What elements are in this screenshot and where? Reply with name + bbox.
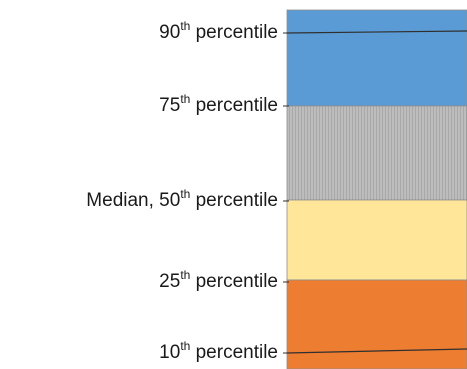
label-suffix: percentile <box>190 22 278 43</box>
marker-line-p90 <box>286 30 467 34</box>
label-p25: 25th percentile <box>159 267 278 293</box>
label-p50: Median, 50th percentile <box>86 186 278 212</box>
label-suffix: percentile <box>190 342 278 363</box>
band-upper <box>286 9 467 107</box>
label-suffix: percentile <box>190 190 278 211</box>
label-suffix: percentile <box>190 95 278 116</box>
band-lower-mid <box>286 199 467 281</box>
marker-line-p10 <box>286 348 467 354</box>
label-p75: 75th percentile <box>159 91 278 117</box>
label-number: 10 <box>159 342 181 363</box>
label-ordinal-suffix: th <box>180 267 191 282</box>
label-ordinal-suffix: th <box>180 186 191 201</box>
label-suffix: percentile <box>190 271 278 292</box>
label-ordinal-suffix: th <box>180 91 191 106</box>
label-number: 25 <box>159 271 181 292</box>
band-lower <box>286 279 467 369</box>
label-p90: 90th percentile <box>159 18 278 44</box>
label-prefix: Median, <box>86 190 160 211</box>
label-number: 75 <box>159 95 181 116</box>
label-number: 90 <box>159 22 181 43</box>
label-p10: 10th percentile <box>159 338 278 364</box>
band-upper-mid <box>286 105 467 201</box>
label-number: 50 <box>159 190 181 211</box>
label-ordinal-suffix: th <box>180 18 191 33</box>
label-ordinal-suffix: th <box>180 338 191 353</box>
